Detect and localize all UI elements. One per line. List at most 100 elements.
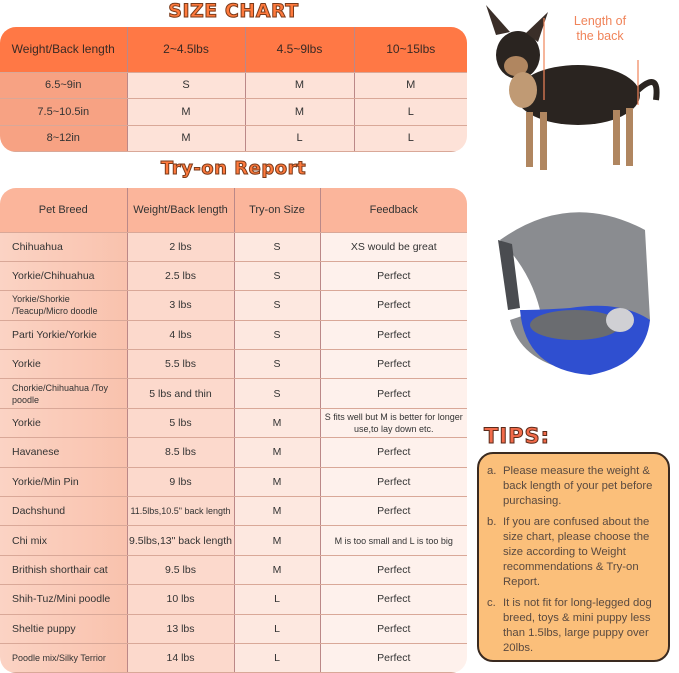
table-cell: 9.5 lbs bbox=[127, 555, 235, 586]
tip-text: Please measure the weight & back length … bbox=[503, 465, 653, 507]
table-cell: Yorkie bbox=[0, 349, 128, 380]
table-row: Yorkie 5 lbs M S fits well but M is better … bbox=[0, 408, 467, 439]
table-cell: M bbox=[234, 408, 321, 439]
table-row: Chorkie/Chihuahua /Toy poodle 5 lbs and t… bbox=[0, 378, 467, 409]
table-cell: Poodle mix/Silky Terrior bbox=[0, 643, 128, 673]
table-cell: L bbox=[354, 125, 467, 152]
table-cell: 14 lbs bbox=[127, 643, 235, 673]
table-cell: S bbox=[234, 320, 321, 351]
table-row: Poodle mix/Silky Terrior 14 lbs L Perfect bbox=[0, 643, 467, 673]
tryon-report-table: Pet Breed Weight/Back length Try-on Size… bbox=[0, 188, 467, 673]
table-cell: Sheltie puppy bbox=[0, 614, 128, 644]
table-row: Yorkie 5.5 lbs S Perfect bbox=[0, 349, 467, 380]
tips-title: TIPS: bbox=[483, 424, 551, 449]
table-cell: 5.5 lbs bbox=[127, 349, 235, 380]
header-cell: Feedback bbox=[320, 188, 467, 233]
table-cell: S bbox=[234, 349, 321, 380]
table-cell: M bbox=[234, 555, 321, 586]
table-cell: Perfect bbox=[320, 643, 467, 673]
table-cell: S fits well but M is better for longer u… bbox=[320, 408, 467, 439]
dog-photo bbox=[486, 5, 660, 170]
table-row: Chihuahua 2 lbs S XS would be great bbox=[0, 232, 467, 262]
table-cell: Havanese bbox=[0, 437, 128, 468]
header-cell: 4.5~9lbs bbox=[245, 27, 355, 73]
table-cell: 5 lbs bbox=[127, 408, 235, 439]
table-cell: S bbox=[234, 378, 321, 409]
table-cell: XS would be great bbox=[320, 232, 467, 262]
table-row: Yorkie/Shorkie /Teacup/Micro doodle 3 lbs… bbox=[0, 290, 467, 321]
table-cell: 2.5 lbs bbox=[127, 261, 235, 292]
table-cell: S bbox=[234, 232, 321, 262]
header-cell: 2~4.5lbs bbox=[127, 27, 246, 73]
table-cell: 5 lbs and thin bbox=[127, 378, 235, 409]
table-row: Yorkie/Chihuahua 2.5 lbs S Perfect bbox=[0, 261, 467, 292]
table-cell: S bbox=[234, 261, 321, 292]
table-cell: L bbox=[245, 125, 355, 152]
table-row: Parti Yorkie/Yorkie 4 lbs S Perfect bbox=[0, 320, 467, 351]
table-cell: Parti Yorkie/Yorkie bbox=[0, 320, 128, 351]
header-cell: Weight/Back length bbox=[127, 188, 235, 233]
header-cell: Weight/Back length bbox=[0, 27, 128, 73]
table-cell: Perfect bbox=[320, 261, 467, 292]
table-cell: Yorkie/Chihuahua bbox=[0, 261, 128, 292]
table-row: 8~12in M L L bbox=[0, 125, 467, 152]
tryon-header: Pet Breed Weight/Back length Try-on Size… bbox=[0, 188, 467, 233]
table-cell: Dachshund bbox=[0, 496, 128, 527]
tip-item: c. It is not fit for long-legged dog bree… bbox=[487, 596, 660, 656]
table-cell: S bbox=[127, 72, 246, 99]
size-chart-header: Weight/Back length 2~4.5lbs 4.5~9lbs 10~… bbox=[0, 27, 467, 73]
table-cell: 9.5lbs,13" back length bbox=[127, 525, 235, 556]
table-cell: Chorkie/Chihuahua /Toy poodle bbox=[0, 378, 128, 409]
header-cell: 10~15lbs bbox=[354, 27, 467, 73]
tip-text: It is not fit for long-legged dog breed,… bbox=[503, 597, 652, 654]
table-row: 7.5~10.5in M M L bbox=[0, 98, 467, 126]
table-cell: Yorkie bbox=[0, 408, 128, 439]
table-cell: Perfect bbox=[320, 378, 467, 409]
table-cell: Yorkie/Shorkie /Teacup/Micro doodle bbox=[0, 290, 128, 321]
table-cell: Perfect bbox=[320, 614, 467, 644]
table-cell: M bbox=[234, 496, 321, 527]
table-cell: L bbox=[234, 614, 321, 644]
table-cell: M bbox=[234, 467, 321, 498]
table-cell: Perfect bbox=[320, 584, 467, 615]
table-cell: Brithish shorthair cat bbox=[0, 555, 128, 586]
table-cell: M bbox=[127, 98, 246, 126]
table-cell: Chi mix bbox=[0, 525, 128, 556]
header-cell: Pet Breed bbox=[0, 188, 128, 233]
table-row: 6.5~9in S M M bbox=[0, 72, 467, 99]
table-cell: M bbox=[245, 98, 355, 126]
table-cell: M bbox=[234, 525, 321, 556]
table-cell: M bbox=[354, 72, 467, 99]
table-cell: 3 lbs bbox=[127, 290, 235, 321]
table-cell: S bbox=[234, 290, 321, 321]
table-cell: Perfect bbox=[320, 467, 467, 498]
table-cell: 13 lbs bbox=[127, 614, 235, 644]
table-row: Yorkie/Min Pin 9 lbs M Perfect bbox=[0, 467, 467, 498]
tryon-report-title: Try-on Report bbox=[160, 158, 307, 180]
tip-key: a. bbox=[487, 465, 497, 477]
table-cell: M bbox=[127, 125, 246, 152]
table-cell: 9 lbs bbox=[127, 467, 235, 498]
table-row: Havanese 8.5 lbs M Perfect bbox=[0, 437, 467, 468]
table-cell: Shih-Tuz/Mini poodle bbox=[0, 584, 128, 615]
table-cell: Perfect bbox=[320, 290, 467, 321]
table-row: Brithish shorthair cat 9.5 lbs M Perfect bbox=[0, 555, 467, 586]
tip-key: b. bbox=[487, 516, 497, 528]
table-cell: 2 lbs bbox=[127, 232, 235, 262]
table-cell: Perfect bbox=[320, 320, 467, 351]
table-cell: 11.5lbs,10.5" back length bbox=[127, 496, 235, 527]
table-cell: M bbox=[245, 72, 355, 99]
table-cell: L bbox=[234, 643, 321, 673]
table-cell: L bbox=[354, 98, 467, 126]
back-length-label: Length of the back bbox=[573, 14, 627, 43]
tip-text: If you are confused about the size chart… bbox=[503, 516, 650, 588]
table-cell: 10 lbs bbox=[127, 584, 235, 615]
table-cell: 4 lbs bbox=[127, 320, 235, 351]
table-row: Sheltie puppy 13 lbs L Perfect bbox=[0, 614, 467, 644]
table-cell: 6.5~9in bbox=[0, 72, 128, 99]
size-chart-table: Weight/Back length 2~4.5lbs 4.5~9lbs 10~… bbox=[0, 27, 467, 152]
tip-key: c. bbox=[487, 597, 496, 609]
table-cell: 8~12in bbox=[0, 125, 128, 152]
table-cell: L bbox=[234, 584, 321, 615]
table-row: Shih-Tuz/Mini poodle 10 lbs L Perfect bbox=[0, 584, 467, 615]
